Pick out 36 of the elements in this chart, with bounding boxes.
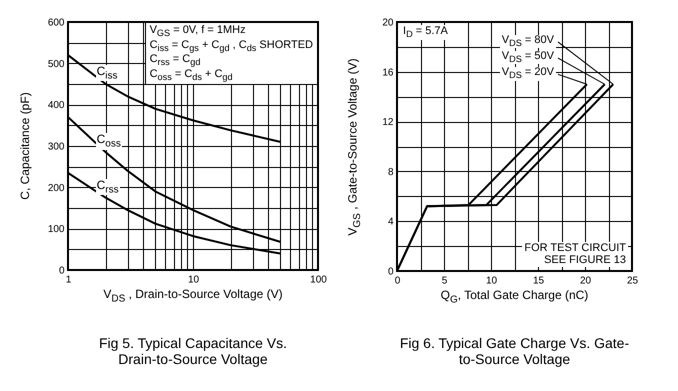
- legend-label: V$_{DS}$ = 20V: [500, 66, 556, 81]
- y-tick-label: 600: [48, 18, 65, 28]
- x-tick-label: 5: [442, 276, 448, 286]
- y-tick-label: 500: [48, 58, 65, 70]
- x-tick-label: 1: [66, 274, 72, 286]
- x-tick-label: 15: [532, 276, 544, 286]
- x-axis-title: V$_{DS}$ , Drain-to-Source Voltage (V): [102, 287, 284, 305]
- y-tick-label: 400: [48, 100, 65, 112]
- series-label: C$_{rss}$: [96, 178, 120, 196]
- y-tick-label: 16: [382, 67, 394, 78]
- y-tick-label: 100: [48, 224, 65, 236]
- series-label: C$_{oss}$: [96, 132, 122, 150]
- y-tick-label: 12: [382, 117, 394, 128]
- x-tick-label: 0: [394, 276, 401, 286]
- x-tick-label: 100: [310, 274, 328, 286]
- y-tick-label: 4: [388, 216, 394, 228]
- x-tick-label: 10: [188, 274, 200, 286]
- text: Fig 5. Typical Capacitance Vs. Drain-to-Source Voltage: [98, 335, 288, 367]
- annotation: I$_{D}$ = 5.7A: [401, 25, 450, 40]
- x-tick-label: 25: [626, 276, 638, 286]
- x-axis-title: Q$_{G}$, Total Gate Charge (nC): [440, 288, 590, 306]
- x-tick-label: 20: [580, 276, 592, 286]
- text: V$_{DS}$ = 80V: [500, 34, 556, 48]
- text: V$_{DS}$ = 50V: [500, 50, 556, 64]
- y-tick-label: 300: [48, 142, 65, 152]
- series-label: C$_{iss}$: [96, 64, 119, 82]
- text: V$_{GS}$ = 0V, f = 1MHz C$_{iss}$ = C$_{gs}$ + C$_{gd}$ , C$_{ds}$ SHORTED C$_{rss}$ = C$_{gd}$ C$_{oss}$ = C$_{ds}$ + C$_{gd}$: [150, 24, 313, 82]
- annotation: FOR TEST CIRCUIT SEE FIGURE 13: [522, 242, 628, 267]
- text: Fig 6. Typical Gate Charge Vs. Gate-to-Source Voltage: [400, 335, 630, 367]
- y-tick-label: 0: [388, 266, 394, 278]
- y-axis-title: C, Capacitance (pF): [18, 92, 33, 200]
- y-tick-label: 0: [58, 266, 65, 276]
- y-tick-label: 20: [382, 18, 394, 28]
- y-tick-label: 8: [388, 166, 394, 178]
- y-tick-label: 200: [48, 182, 65, 194]
- x-tick-label: 10: [486, 276, 498, 286]
